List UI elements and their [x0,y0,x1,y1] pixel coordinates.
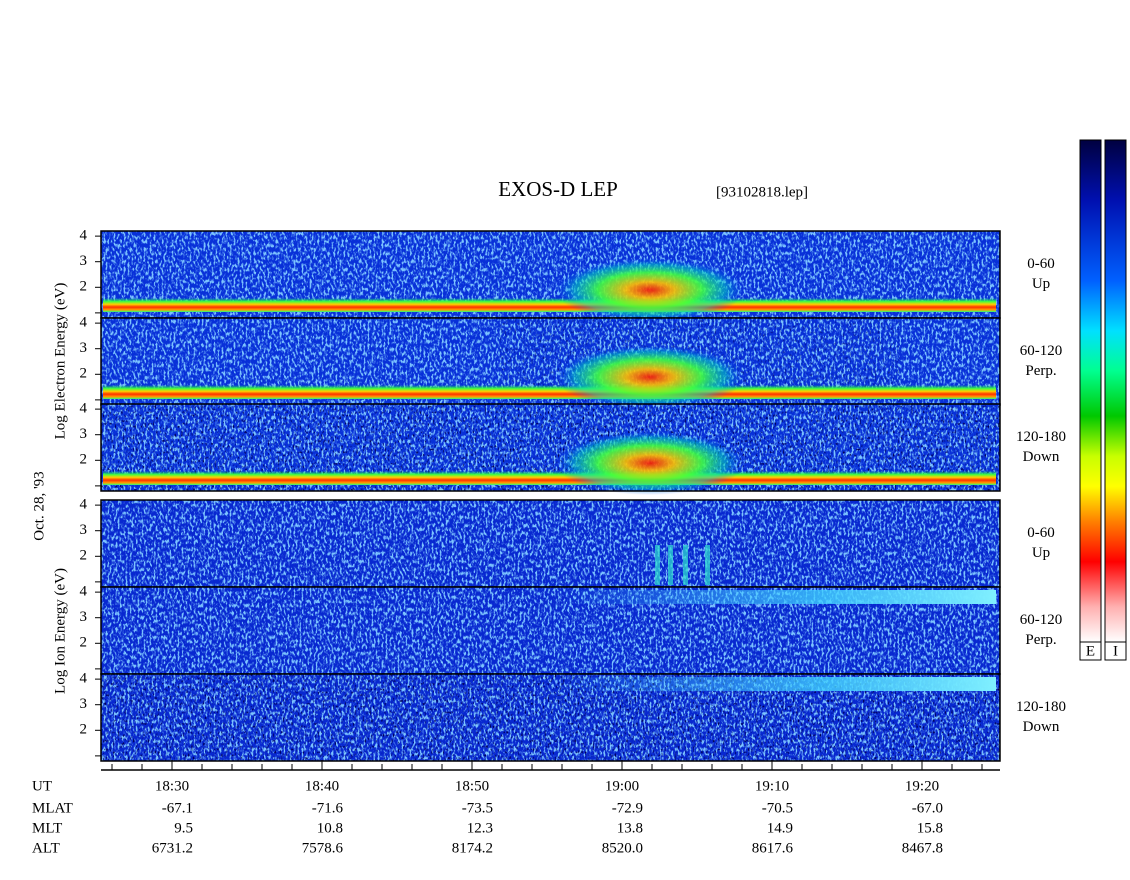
direction-label: Down [1023,449,1060,465]
ephemeris-value: 14.9 [767,820,793,836]
ephemeris-value: -67.1 [162,800,193,816]
time-label: 18:30 [155,778,189,794]
date-label: Oct. 28, '93 [31,471,47,540]
time-label: 19:10 [755,778,789,794]
panel: 2 3 4 0-60 Up [80,228,1055,322]
color-bar-label-box [1104,641,1127,661]
direction-label: Perp. [1025,632,1056,648]
y-tick-label: 3 [80,522,88,538]
y-tick-label: 2 [80,548,88,564]
electron-band [103,385,996,399]
ephemeris-name: ALT [32,840,60,856]
panel: 2 3 4 120-180 Down [80,401,1066,495]
time-label: 18:40 [305,778,339,794]
panel-frame [100,673,1001,762]
ephemeris-value: 8174.2 [452,840,493,856]
ephemeris-name: MLAT [32,800,73,816]
electron-enhancement [555,431,745,495]
electron-enhancement [555,258,745,322]
panel: 2 3 4 60-120 Perp. [80,584,1063,675]
y-tick-label: 4 [80,228,88,244]
y-tick-label: 2 [80,635,88,651]
ion-axis-label: Log Ion Energy (eV) [52,568,68,694]
pitch-angle-label: 0-60 [1027,525,1055,541]
y-tick-label: 2 [80,722,88,738]
y-tick-label: 2 [80,279,88,295]
ion-streak [705,545,710,585]
y-tick-label: 3 [80,340,88,356]
panel: 2 3 4 0-60 Up [80,497,1055,588]
panel: 2 3 4 60-120 Perp. [80,315,1063,409]
ephemeris-value: 9.5 [174,820,193,836]
ephemeris-value: -73.5 [462,800,493,816]
pitch-angle-label: 60-120 [1020,343,1063,359]
ephemeris-value: 12.3 [467,820,493,836]
y-tick-label: 3 [80,253,88,269]
y-tick-label: 2 [80,452,88,468]
file-name: [93102818.lep] [716,184,808,200]
y-tick-label: 4 [80,315,88,331]
panel: 2 3 4 120-180 Down [80,671,1066,762]
pitch-angle-label: 120-180 [1016,429,1066,445]
ephemeris-value: 13.8 [617,820,643,836]
electron-axis-label: Log Electron Energy (eV) [52,283,68,440]
direction-label: Up [1032,276,1050,292]
ephemeris-name: MLT [32,820,62,836]
time-label: 18:50 [455,778,489,794]
ephemeris-value: -70.5 [762,800,793,816]
ephemeris-value: 15.8 [917,820,943,836]
title: EXOS-D LEP [498,177,618,201]
color-bar [1104,139,1127,643]
electron-enhancement [555,345,745,409]
color-bar-label: E [1086,643,1095,659]
ion-streak [668,545,673,585]
direction-label: Up [1032,545,1050,561]
ephemeris-value: -71.6 [312,800,344,816]
electron-band [103,298,996,312]
spectrogram-speckle [101,500,1000,587]
ephemeris-value: 10.8 [317,820,343,836]
time-label: 19:20 [905,778,939,794]
time-label: 19:00 [605,778,639,794]
ephemeris-name: UT [32,778,52,794]
y-tick-label: 3 [80,696,88,712]
y-tick-label: 4 [80,584,88,600]
y-tick-label: 4 [80,401,88,417]
ephemeris-value: 8467.8 [902,840,943,856]
time-axis: UT 18:30 18:40 18:50 19:00 19:10 19:20 MLAT -67.… [32,760,1000,856]
ephemeris-value: 7578.6 [302,840,344,856]
electron-band [103,471,996,485]
y-tick-label: 4 [80,671,88,687]
panel-frame [100,403,1001,492]
ion-streak [683,545,688,585]
direction-label: Perp. [1025,363,1056,379]
pitch-angle-label: 0-60 [1027,256,1055,272]
ephemeris-value: -67.0 [912,800,943,816]
ion-streak [655,545,660,585]
ephemeris-value: 6731.2 [152,840,193,856]
color-bar-label: I [1113,643,1118,659]
pitch-angle-label: 120-180 [1016,699,1066,715]
ephemeris-value: 8617.6 [752,840,794,856]
y-tick-label: 3 [80,609,88,625]
y-tick-label: 2 [80,366,88,382]
ephemeris-value: 8520.0 [602,840,643,856]
y-tick-label: 4 [80,497,88,513]
color-bar-label-box [1079,641,1102,661]
pitch-angle-label: 60-120 [1020,612,1063,628]
ion-band [560,677,996,691]
color-bar [1079,139,1102,643]
ion-band [560,590,996,604]
ephemeris-value: -72.9 [612,800,643,816]
y-tick-label: 3 [80,426,88,442]
direction-label: Down [1023,719,1060,735]
spectrogram-panels: 2 3 4 0-60 Up 2 3 4 60-120 Perp. 2 3 4 120-180 Down 2 3 4… [80,228,1066,762]
